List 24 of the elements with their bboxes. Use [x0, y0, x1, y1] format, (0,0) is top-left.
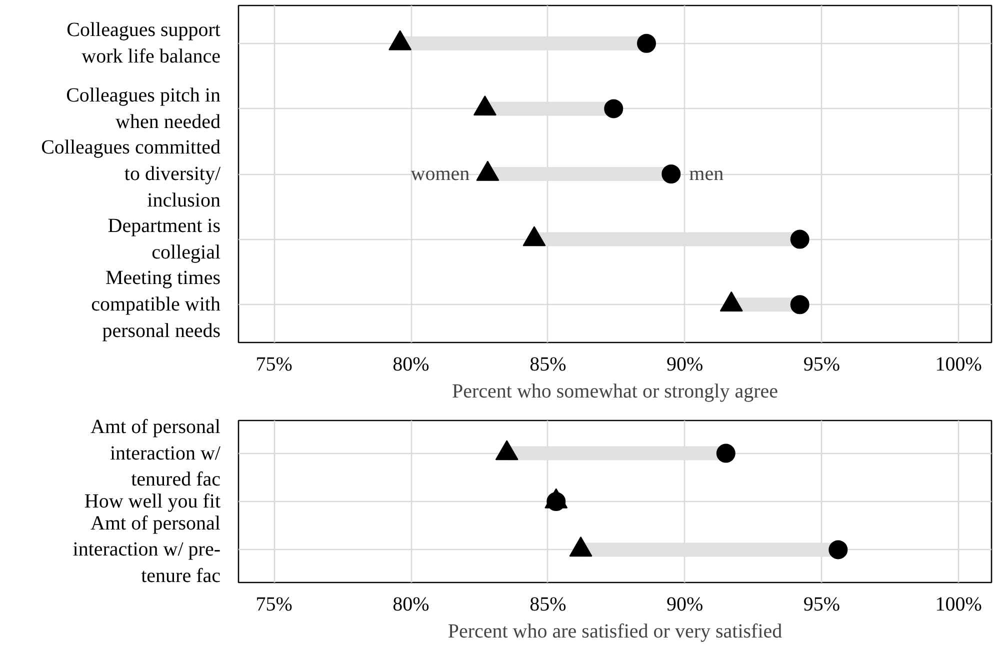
annotation: women — [410, 163, 470, 185]
x-tick-label: 80% — [392, 594, 430, 616]
x-tick-label: 100% — [935, 594, 982, 616]
x-tick-label: 100% — [935, 354, 982, 376]
y-tick-label: Colleagues support work life balance — [66, 19, 221, 68]
x-tick-label: 90% — [666, 594, 704, 616]
x-tick-label: 75% — [256, 594, 292, 616]
x-axis-title: Percent who are satisfied or very satisfied — [448, 620, 782, 642]
x-tick-label: 75% — [256, 354, 292, 376]
y-tick-label: Department is collegial — [108, 215, 221, 264]
y-tick-label: Amt of personal interaction w/ tenured fac — [90, 416, 221, 491]
x-axis-title: Percent who somewhat or strongly agree — [452, 380, 778, 402]
annotation: men — [689, 163, 724, 185]
y-tick-label: How well you fit — [84, 490, 221, 512]
y-tick-label: Amt of personal interaction w/ pre- tenure fac — [72, 512, 221, 588]
y-tick-label: Colleagues committed to diversity/ inclusion — [41, 136, 221, 212]
y-tick-label: Colleagues pitch in when needed — [66, 84, 221, 133]
x-tick-label: 90% — [666, 354, 704, 376]
x-tick-label: 85% — [530, 594, 566, 616]
y-tick-label: Meeting times compatible with personal needs — [91, 267, 221, 342]
x-tick-label: 85% — [530, 354, 566, 376]
x-tick-label: 80% — [392, 354, 430, 376]
x-tick-label: 95% — [803, 354, 840, 376]
x-tick-label: 95% — [803, 594, 840, 616]
